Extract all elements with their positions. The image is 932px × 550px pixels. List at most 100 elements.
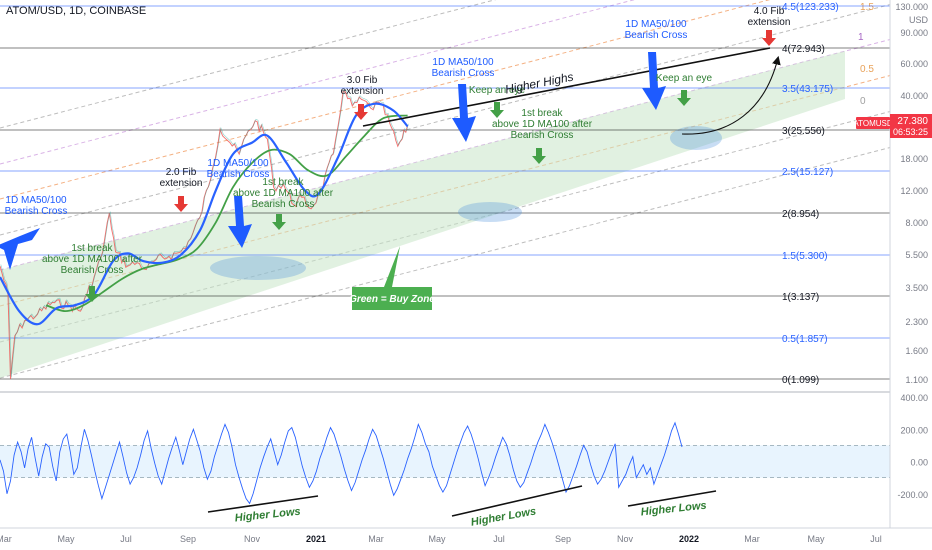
price-axis-tick: 8.000 bbox=[905, 218, 928, 228]
green-arrow-1st-break bbox=[272, 214, 286, 230]
price-axis-tick: 3.500 bbox=[905, 283, 928, 293]
support-ellipse bbox=[458, 202, 522, 222]
annotation-text: Bearish Cross bbox=[61, 265, 124, 276]
green-arrow-1st-break bbox=[532, 148, 546, 164]
annotation-text: Bearish Cross bbox=[511, 130, 574, 141]
green-arrow-1st-break bbox=[85, 286, 99, 302]
annotation-text: Bearish Cross bbox=[5, 206, 68, 217]
channel-level-label: 0 bbox=[860, 96, 866, 107]
price-axis-tick: 12.000 bbox=[900, 186, 928, 196]
annotation-text: Keep an eye bbox=[656, 73, 713, 84]
price-axis-tick: 90.000 bbox=[900, 28, 928, 38]
higher-lows-line bbox=[207, 495, 319, 513]
buy-zone-callout-text: Green = Buy Zone bbox=[349, 294, 435, 305]
red-arrow-3fib bbox=[354, 104, 368, 120]
higher-lows-line bbox=[627, 490, 717, 507]
support-ellipse bbox=[670, 126, 722, 150]
price-axis-tick: 60.000 bbox=[900, 59, 928, 69]
time-axis-tick: Sep bbox=[555, 534, 571, 544]
annotation-text: extension bbox=[341, 86, 384, 97]
green-arrow-keep-eye bbox=[490, 102, 504, 118]
time-axis-tick: Jul bbox=[870, 534, 882, 544]
fib-level-label: 2.5(15.127) bbox=[782, 167, 833, 178]
annotation-text: Bearish Cross bbox=[432, 68, 495, 79]
time-axis-tick: 2021 bbox=[306, 534, 326, 544]
price-axis-tick: 1.100 bbox=[905, 375, 928, 385]
ma50-line bbox=[0, 102, 409, 326]
fib-level-label: 1.5(5.300) bbox=[782, 251, 828, 262]
annotation-text: 1st break bbox=[521, 108, 563, 119]
channel-level-label: 1.5 bbox=[860, 2, 874, 13]
annotation-text: above 1D MA100 after bbox=[492, 119, 593, 130]
trendlines bbox=[362, 47, 781, 135]
higher-highs-trendline bbox=[362, 47, 771, 127]
time-axis-tick: Mar bbox=[744, 534, 760, 544]
time-axis-tick: Nov bbox=[244, 534, 261, 544]
buy-zone-callout: Green = Buy Zone bbox=[349, 246, 435, 310]
channel-line-0 bbox=[0, 147, 891, 379]
blue-arrow-bearish-cross bbox=[452, 84, 476, 142]
blue-arrow-bearish-cross bbox=[228, 196, 252, 248]
price-axis-tick: 18.000 bbox=[900, 154, 928, 164]
time-axis-tick: Mar bbox=[0, 534, 12, 544]
time-axis-tick: Nov bbox=[617, 534, 634, 544]
time-axis[interactable]: Mar May Jul Sep Nov 2021 Mar May Jul Sep Nov 2022 Ma… bbox=[0, 534, 882, 544]
price-line-shadow bbox=[0, 89, 409, 378]
red-arrow-2fib bbox=[174, 196, 188, 212]
blue-arrow-bearish-cross bbox=[0, 228, 40, 270]
annotation-text: Bearish Cross bbox=[207, 169, 270, 180]
cci-line bbox=[0, 421, 683, 505]
buy-zone-callout-box bbox=[352, 246, 432, 310]
cci-axis-tick: 200.00 bbox=[900, 425, 928, 435]
price-axis-tick: 130.000 bbox=[895, 2, 928, 12]
price-axis-tick: 2.300 bbox=[905, 317, 928, 327]
green-arrow-keep-eye bbox=[677, 90, 691, 106]
fib-level-label: 2(8.954) bbox=[782, 209, 819, 220]
cci-band bbox=[0, 445, 890, 478]
annotation-text: 2.0 Fib bbox=[166, 167, 197, 178]
fib-level-label: 3.5(43.175) bbox=[782, 84, 833, 95]
time-axis-tick: 2022 bbox=[679, 534, 699, 544]
annotation-text: 1D MA50/100 bbox=[432, 57, 494, 68]
current-price-label: 27.380 bbox=[897, 116, 928, 127]
annotation-text: extension bbox=[160, 178, 203, 189]
annotation-text: above 1D MA100 after bbox=[42, 254, 143, 265]
price-axis[interactable]: 130.000 90.000 60.000 40.000 18.000 12.000 8.0… bbox=[853, 2, 932, 385]
annotation-text: Keep an eye bbox=[469, 85, 526, 96]
channel-level-label: 1 bbox=[858, 32, 864, 43]
support-ellipse bbox=[210, 256, 306, 280]
time-axis-tick: Jul bbox=[493, 534, 505, 544]
annotation-text: 3.0 Fib bbox=[347, 75, 378, 86]
price-axis-currency: USD bbox=[909, 15, 929, 25]
symbol-badge-bg bbox=[856, 117, 890, 129]
annotation-text: Bearish Cross bbox=[625, 30, 688, 41]
countdown-label: 06:53:25 bbox=[893, 127, 928, 137]
time-axis-tick: May bbox=[428, 534, 446, 544]
fib-level-label: 0(1.099) bbox=[782, 375, 819, 386]
annotation-text: 4.0 Fib bbox=[754, 6, 785, 17]
chart-title: ATOM/USD, 1D, COINBASE bbox=[6, 5, 146, 17]
fib-level-label: 4.5(123.233) bbox=[782, 2, 839, 13]
price-series bbox=[0, 89, 409, 379]
annotation-arrows bbox=[0, 30, 776, 302]
blue-arrow-bearish-cross bbox=[642, 52, 666, 110]
channel-line-4 bbox=[0, 4, 891, 236]
fib-level-label: 3(25.556) bbox=[782, 126, 825, 137]
red-arrow-4fib bbox=[762, 30, 776, 46]
current-price-bg bbox=[890, 114, 932, 138]
fib-extension-levels: 0(1.099) 0.5(1.857) 1(3.137) 1.5(5.300) 2(8.… bbox=[0, 2, 890, 386]
higher-lows-line bbox=[451, 485, 583, 517]
cci-axis-tick: -200.00 bbox=[897, 490, 928, 500]
channel-level-label: 0.5 bbox=[860, 64, 874, 75]
time-axis-tick: Sep bbox=[180, 534, 196, 544]
annotation-text: 1D MA50/100 bbox=[5, 195, 67, 206]
time-axis-tick: Jul bbox=[120, 534, 132, 544]
ma100-line bbox=[45, 114, 408, 313]
cci-axis[interactable]: 400.00 200.00 0.00 -200.00 bbox=[897, 393, 928, 500]
time-axis-tick: May bbox=[57, 534, 75, 544]
annotation-text: 1D MA50/100 bbox=[625, 19, 687, 30]
time-axis-tick: May bbox=[807, 534, 825, 544]
channel-line-1 bbox=[0, 111, 891, 343]
